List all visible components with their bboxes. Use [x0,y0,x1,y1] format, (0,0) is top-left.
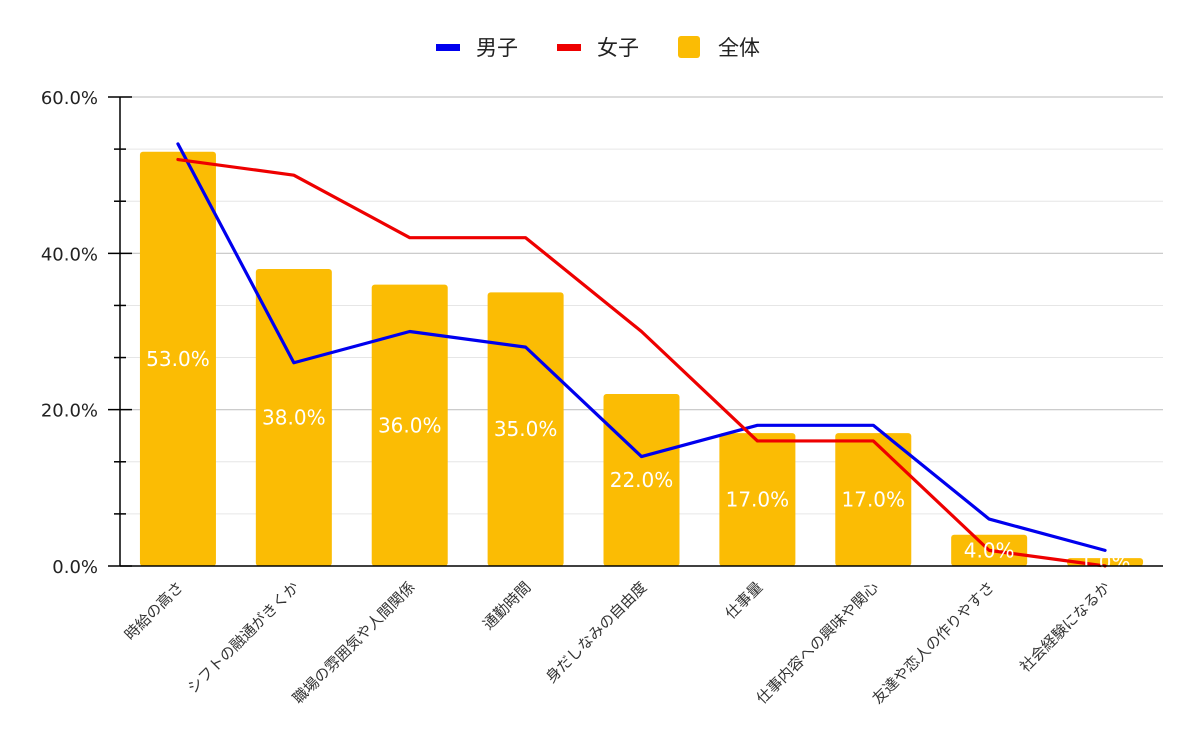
bar-series [139,151,1144,566]
bar-data-label: 36.0% [378,413,442,437]
line-series-2 [176,157,1107,568]
line-series-1 [176,142,1107,552]
bar-4 [487,292,564,566]
bar-data-label: 22.0% [610,468,674,492]
bar-data-labels: 53.0% 38.0% 36.0% 35.0% 22.0% 17.0% 17.0% 4.0% 1… [146,347,1130,574]
x-tick-labels: 時給の高さシフトの融通がきくか職場の雰囲気や人間関係 通勤時間 身だしなみの自由度仕… [121,578,1114,707]
x-tick-label: 職場の雰囲気や人間関係 [289,578,418,707]
bar-6 [719,433,796,566]
y-tick-label: 20.0% [41,401,98,422]
legend-swatch [436,44,460,51]
legend[interactable]: 男子 女子 全体 [436,36,760,60]
bar-data-label: 35.0% [494,417,558,441]
bar-data-label: 17.0% [726,488,790,512]
legend-label: 男子 [476,36,518,60]
legend-label: 女子 [597,36,639,60]
x-tick-label: 社会経験になるか [1016,578,1114,676]
legend-swatch [678,36,700,58]
bar-3 [371,284,448,566]
bar-data-label: 53.0% [146,347,210,371]
x-tick-label: 仕事量 [722,578,767,623]
line-series [176,142,1107,568]
x-tick-label: 身だしなみの自由度 [542,578,650,686]
bar-data-label: 1.0% [1080,550,1131,574]
bar-data-label: 4.0% [964,538,1015,562]
legend-item-3[interactable]: 全体 [678,36,760,60]
y-tick-label: 0.0% [52,557,98,578]
x-tick-label: 時給の高さ [121,578,187,644]
x-tick-label: 仕事内容への興味や関心 [753,578,882,707]
legend-item-1[interactable]: 男子 [436,36,518,60]
y-tick-label: 60.0% [41,88,98,109]
legend-item-2[interactable]: 女子 [557,36,639,60]
bar-7 [835,433,912,566]
bar-1 [139,151,216,566]
legend-label: 全体 [718,36,760,60]
y-tick-labels: 0.0% 20.0% 40.0% 60.0% [41,88,98,578]
bar-data-label: 38.0% [262,405,326,429]
bar-2 [255,268,332,566]
x-tick-label: 通勤時間 [479,578,534,633]
bar-data-label: 17.0% [842,488,906,512]
axes [108,96,1163,567]
x-tick-label: 友達や恋人の作りやすさ [869,578,998,707]
y-tick-label: 40.0% [41,244,98,265]
x-tick-label: シフトの融通がきくか [184,578,303,697]
legend-swatch [557,44,581,51]
